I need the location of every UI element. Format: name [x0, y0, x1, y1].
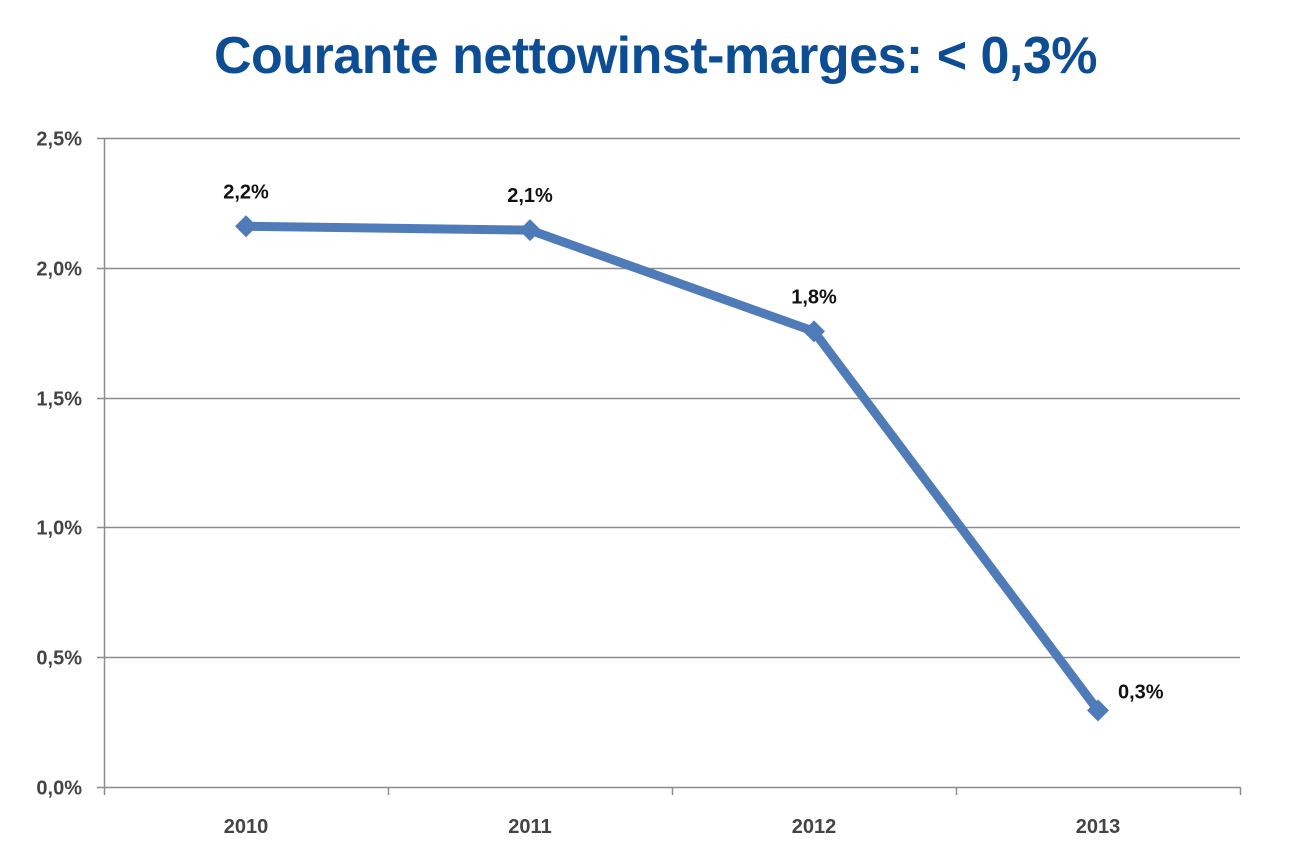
gridlines	[104, 137, 1240, 659]
axes: 0,0% 0,5% 1,0% 1,5% 2,0% 2,5% 2010 2011 2012 2013	[36, 129, 1242, 838]
y-tick-label: 1,5%	[36, 389, 82, 411]
data-label: 1,8%	[791, 286, 837, 308]
chart-title: Courante nettowinst-marges: < 0,3%	[213, 27, 1098, 85]
series-line	[241, 221, 1103, 715]
data-labels: 2,2% 2,1% 1,8% 0,3%	[223, 181, 1164, 703]
data-point-marker	[235, 215, 257, 238]
y-tick-label: 0,5%	[36, 648, 82, 670]
data-point-marker	[1087, 699, 1109, 722]
y-tick-label: 1,0%	[36, 518, 82, 540]
data-label: 0,3%	[1118, 681, 1164, 703]
y-tick-label: 0,0%	[36, 778, 82, 800]
data-label: 2,1%	[507, 185, 553, 207]
data-point-marker	[519, 219, 541, 242]
y-tick-label: 2,0%	[36, 259, 82, 281]
data-point-marker	[803, 320, 825, 343]
series	[235, 215, 1109, 722]
data-label: 2,2%	[223, 181, 269, 203]
x-tick-label: 2011	[508, 816, 551, 838]
y-tick-label: 2,5%	[36, 129, 82, 151]
x-tick-label: 2012	[792, 816, 837, 838]
x-tick-label: 2013	[1076, 816, 1121, 838]
x-tick-label: 2010	[224, 816, 269, 838]
